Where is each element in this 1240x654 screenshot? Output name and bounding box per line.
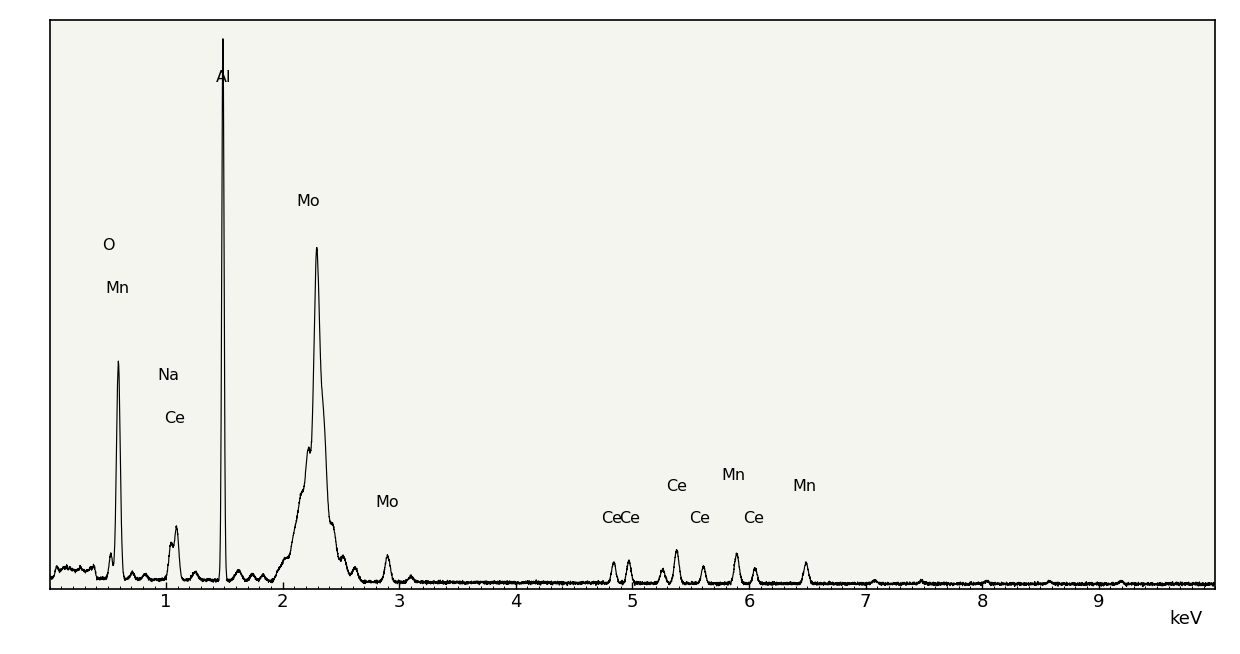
Text: Ce: Ce bbox=[164, 411, 185, 426]
Text: Mo: Mo bbox=[296, 194, 320, 209]
Text: Ce: Ce bbox=[666, 479, 687, 494]
Text: Na: Na bbox=[157, 368, 180, 383]
Text: Ce: Ce bbox=[743, 511, 764, 526]
Text: Al: Al bbox=[216, 69, 231, 84]
Text: Mo: Mo bbox=[376, 495, 399, 510]
Text: Ce: Ce bbox=[601, 511, 622, 526]
Text: Mn: Mn bbox=[105, 281, 129, 296]
Text: O: O bbox=[102, 237, 114, 252]
Text: Mn: Mn bbox=[792, 479, 817, 494]
Text: Mn: Mn bbox=[722, 468, 746, 483]
Text: keV: keV bbox=[1169, 610, 1203, 628]
Text: Ce: Ce bbox=[620, 511, 641, 526]
Text: Ce: Ce bbox=[689, 511, 711, 526]
